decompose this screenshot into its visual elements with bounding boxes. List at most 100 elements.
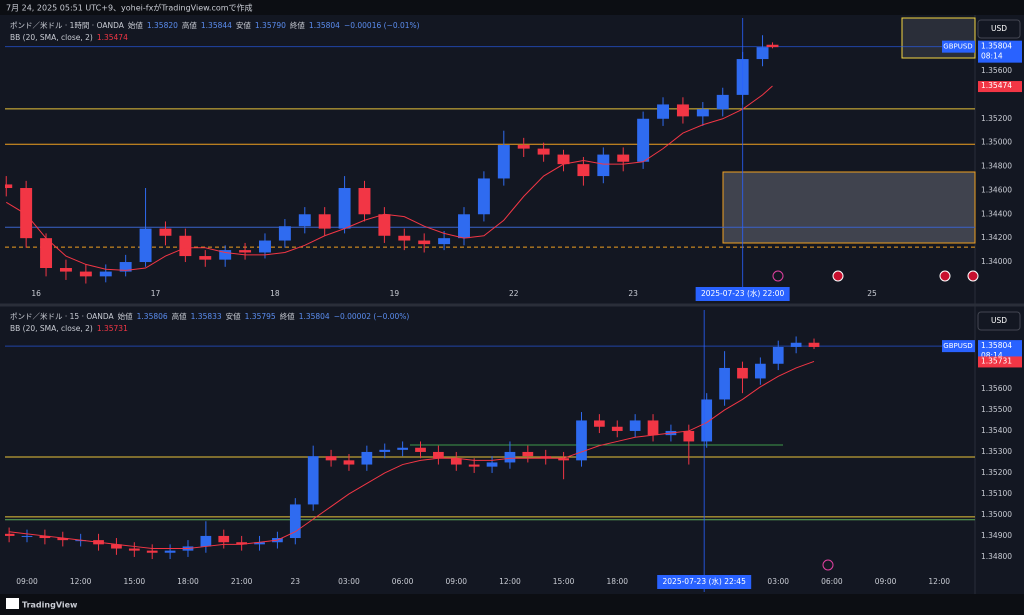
candle-body (557, 154, 570, 165)
candle-body (504, 451, 516, 463)
y-tick-label: 1.34800 (981, 552, 1012, 561)
y-tick-label: 1.34400 (981, 209, 1012, 218)
candle-body (139, 228, 152, 263)
y-tick-label: 1.35300 (981, 447, 1012, 456)
event-icon[interactable] (822, 559, 834, 571)
currency-button (977, 311, 1021, 331)
header: 7月 24, 2025 05:51 UTC+9、yohei-fxがTrading… (6, 3, 253, 13)
candle-body (657, 104, 669, 119)
y-tick-label: 1.35500 (981, 405, 1012, 414)
ohlc-value: 1.35804 (308, 21, 340, 30)
candle-body (57, 538, 69, 541)
y-tick-label: 1.35600 (981, 66, 1012, 75)
indicator-tag (978, 81, 1022, 93)
candle-body (379, 449, 391, 452)
candle-body (111, 544, 122, 549)
event-flag[interactable] (832, 270, 844, 282)
candle-body (338, 188, 351, 229)
event-flag[interactable] (967, 270, 979, 282)
x-tick-label: 23 (291, 577, 301, 586)
candle-body (259, 240, 271, 253)
symbol-tag (942, 340, 975, 353)
candle-body (766, 44, 779, 48)
candle-body (637, 118, 650, 162)
candle-body (647, 420, 659, 436)
candle-body (79, 271, 92, 277)
x-tick-label: 16 (31, 289, 41, 298)
currency-label: USD (991, 316, 1007, 325)
candle-body (458, 214, 470, 239)
candle-body (361, 451, 373, 465)
logo (6, 598, 19, 609)
indicator-price-label: 1.35731 (981, 356, 1012, 365)
candle-body (159, 228, 172, 236)
candle-body (219, 250, 232, 260)
ohlc-row: ポンド／米ドル · 15 · OANDA 始値 1.35806 高値 1.35833 安値… (10, 311, 413, 322)
y-tick-label: 1.35100 (981, 489, 1012, 498)
ohlc-row: ポンド／米ドル · 1時間 · OANDA 始値 1.35820 高値 1.35844 安… (10, 20, 424, 31)
ohlc-name: 始値 (117, 312, 133, 321)
symbol-title: ポンド／米ドル · 15 · OANDA (10, 312, 114, 321)
currency-label: USD (991, 24, 1007, 33)
symbol-label: GBPUSD (943, 43, 972, 51)
candle-body (719, 367, 730, 400)
bb-basis-line (9, 360, 815, 550)
x-tick-label: 12:00 (70, 577, 92, 586)
candle-body (415, 447, 426, 452)
event-icon[interactable] (772, 270, 784, 282)
candle-body (325, 456, 337, 461)
symbol-tag (942, 40, 975, 53)
change: −0.00016 (−0.01%) (343, 21, 420, 30)
candle-body (99, 271, 112, 277)
candle-body (5, 184, 13, 189)
event-flag[interactable] (939, 270, 951, 282)
candle-body (517, 145, 530, 149)
candle-body (629, 420, 641, 431)
x-tick-label: 06:00 (392, 577, 414, 586)
candle-body (594, 420, 605, 427)
x-tick-label: 17 (151, 289, 161, 298)
candle-body (611, 426, 623, 431)
candle-body (343, 460, 355, 465)
x-tick-label: 15:00 (553, 577, 575, 586)
x-tick-label: 18 (270, 289, 280, 298)
crosshair-label-box (657, 575, 752, 589)
y-tick-label: 1.34200 (981, 233, 1012, 242)
candle-body (318, 214, 331, 229)
candle-body (537, 148, 550, 155)
last-price-label: 1.35804 (981, 341, 1012, 350)
candle-body (486, 462, 498, 467)
candle-body (450, 458, 462, 465)
candle-body (737, 367, 748, 379)
candle-body (497, 145, 510, 179)
legend: ポンド／米ドル · 1時間 · OANDA 始値 1.35820 高値 1.35844 安… (10, 20, 424, 42)
candle-body (540, 456, 552, 459)
candle-body (164, 550, 176, 553)
candle-body (597, 154, 610, 177)
candle-body (790, 342, 802, 347)
ohlc-value: 1.35806 (136, 312, 168, 321)
candle-body (808, 342, 820, 347)
candle-body (577, 164, 590, 177)
indicator-value: 1.35474 (96, 33, 128, 42)
candle-body (307, 456, 319, 505)
indicator-row: BB (20, SMA, close, 2) 1.35474 (10, 33, 424, 42)
bb-basis-line (5, 85, 773, 271)
x-tick-label: 09:00 (16, 577, 38, 586)
candle-body (378, 214, 391, 236)
currency-button (977, 19, 1021, 39)
y-tick-label: 1.34600 (981, 185, 1012, 194)
candle-body (254, 542, 265, 545)
ohlc-name: 安値 (225, 312, 241, 321)
footer: TradingView (22, 601, 78, 610)
y-tick-label: 1.34900 (981, 531, 1012, 540)
candle-body (236, 542, 248, 545)
candle-body (5, 533, 15, 536)
candle-body (289, 504, 301, 539)
x-tick-label: 15:00 (124, 577, 146, 586)
candle-body (772, 346, 784, 364)
candle-body (179, 235, 192, 257)
ohlc-value: 1.35790 (254, 21, 286, 30)
x-tick-label: 03:00 (338, 577, 360, 586)
